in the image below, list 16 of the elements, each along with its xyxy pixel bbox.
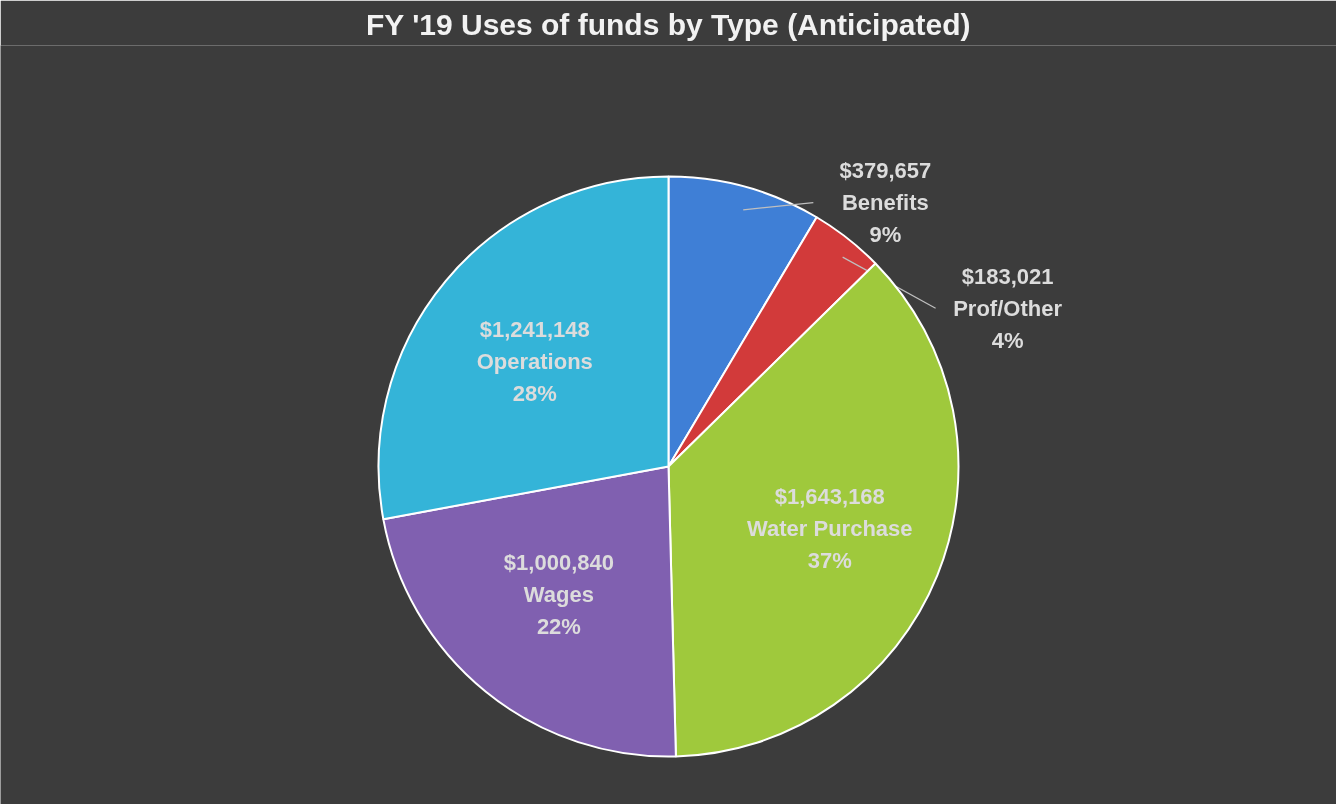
slice-label: Water Purchase — [747, 515, 913, 541]
chart-title: FY '19 Uses of funds by Type (Anticipated) — [366, 7, 971, 41]
data-label: $1,000,840 — [503, 549, 614, 575]
slice-label: Wages — [523, 581, 594, 607]
text: 4% — [991, 327, 1024, 353]
text: 37% — [807, 547, 852, 573]
slice-label: Benefits — [841, 190, 929, 216]
text: 28% — [512, 381, 557, 407]
slice-label: Operations — [476, 348, 593, 374]
slice-label: Prof/Other — [953, 295, 1063, 321]
data-label: $379,657 — [839, 157, 932, 183]
text: 22% — [536, 613, 581, 639]
data-label: $1,643,168 — [774, 483, 885, 509]
data-label: $183,021 — [961, 263, 1054, 289]
text: 9% — [869, 222, 902, 248]
data-label: $1,241,148 — [479, 316, 590, 342]
